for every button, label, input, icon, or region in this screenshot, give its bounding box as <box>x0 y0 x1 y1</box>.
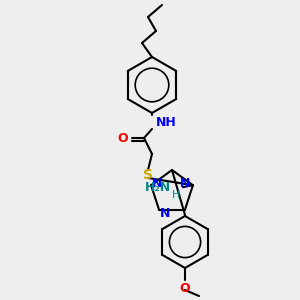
Text: N: N <box>160 207 170 220</box>
Text: N: N <box>152 177 162 190</box>
Text: O: O <box>117 131 128 145</box>
Text: H: H <box>172 190 180 200</box>
Text: NH: NH <box>156 116 177 128</box>
Text: O: O <box>180 281 190 295</box>
Text: H₂N: H₂N <box>145 181 171 194</box>
Text: N: N <box>180 177 190 190</box>
Text: S: S <box>143 168 153 182</box>
